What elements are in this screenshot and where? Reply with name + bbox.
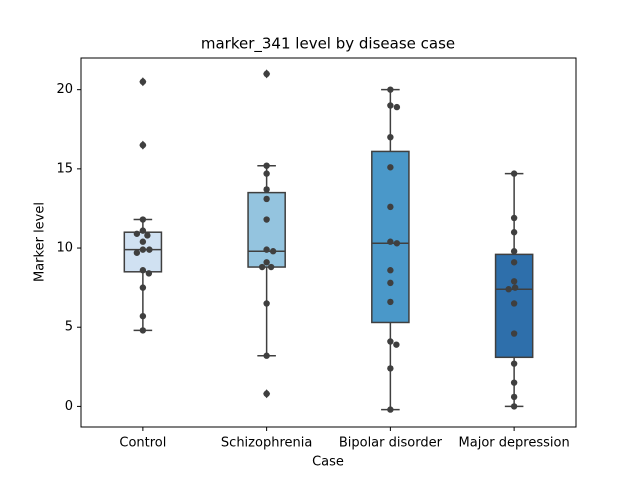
swarm-point [387, 338, 394, 345]
swarm-point [393, 341, 400, 348]
swarm-point [144, 232, 151, 239]
swarm-point [387, 279, 394, 287]
swarm-point [387, 86, 394, 93]
swarm-point [263, 70, 270, 78]
swarm-point [387, 102, 394, 109]
swarm-point [510, 229, 518, 236]
swarm-point [387, 406, 394, 413]
swarm-point [267, 263, 275, 271]
y-tick-label: 0 [65, 399, 73, 414]
swarm-point [387, 298, 394, 306]
swarm-point [139, 238, 147, 245]
swarm-point [263, 259, 270, 266]
swarm-point [263, 300, 270, 307]
swarm-point [510, 248, 518, 255]
swarm-point [263, 162, 270, 169]
swarm-point [133, 249, 141, 256]
swarm-point [510, 278, 518, 285]
swarm-point [139, 312, 147, 320]
swarm-point [505, 286, 512, 293]
x-tick-label: Major depression [459, 436, 570, 451]
swarm-point [263, 246, 270, 253]
swarm-point [258, 263, 266, 271]
box [371, 150, 410, 324]
y-tick-label: 5 [65, 320, 73, 335]
swarm-point [263, 195, 270, 203]
swarm-point [139, 267, 147, 274]
swarm-point [387, 164, 394, 171]
swarm-point [263, 216, 270, 223]
swarm-point [139, 284, 147, 291]
swarm-point [139, 246, 147, 253]
swarm-point [139, 141, 147, 149]
swarm-point [263, 352, 270, 359]
swarm-point [387, 133, 394, 141]
swarm-point [510, 259, 518, 266]
swarm-point [387, 238, 394, 245]
swarm-point [139, 216, 147, 223]
swarm-point [510, 330, 518, 337]
plot-frame [80, 57, 577, 428]
y-tick-label: 10 [56, 241, 73, 256]
swarm-point [139, 327, 147, 334]
swarm-point [139, 227, 147, 234]
swarm-point [510, 170, 518, 177]
swarm-point [146, 246, 153, 253]
swarm-point [393, 240, 401, 247]
swarm-point [263, 390, 270, 397]
swarm-point [263, 170, 270, 177]
x-axis-label: Case [312, 455, 344, 470]
x-tick-label: Control [119, 436, 166, 451]
swarm-point [387, 203, 394, 211]
swarm-point [511, 284, 519, 291]
swarm-point [510, 403, 518, 410]
swarm-point [133, 230, 141, 237]
swarm-point [263, 186, 270, 193]
swarm-point [387, 365, 394, 372]
swarm-point [393, 103, 401, 111]
swarm-point [510, 300, 518, 307]
swarm-point [510, 393, 518, 401]
swarm-point [139, 78, 147, 85]
swarm-point [269, 248, 277, 255]
swarm-point [387, 267, 394, 274]
x-tick-label: Bipolar disorder [339, 436, 443, 451]
y-axis-label: Marker level [33, 202, 48, 282]
y-tick-label: 20 [56, 82, 73, 97]
x-tick-label: Schizophrenia [221, 436, 312, 451]
box [247, 191, 286, 268]
y-tick-label: 15 [56, 161, 73, 176]
swarm-point [510, 214, 518, 222]
chart-title: marker_341 level by disease case [201, 35, 455, 54]
swarm-point [510, 360, 518, 367]
swarm-point [510, 379, 518, 386]
swarm-point [145, 270, 153, 277]
